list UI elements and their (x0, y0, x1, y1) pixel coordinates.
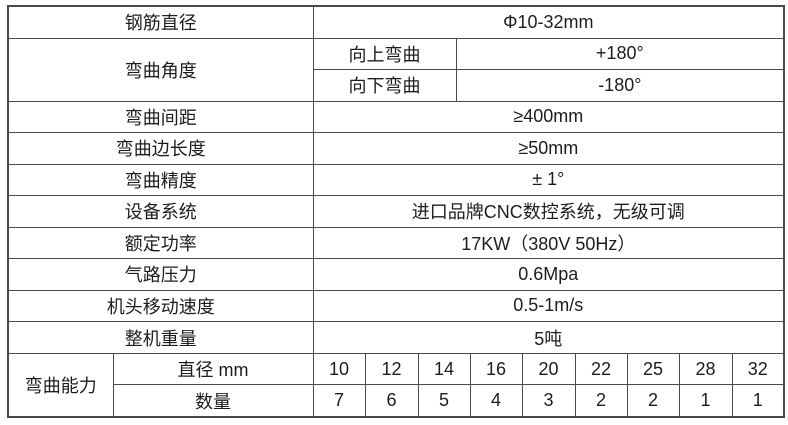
quantity-cell: 6 (364, 384, 419, 418)
row-label: 弯曲角度 (7, 37, 314, 102)
table-row-control-system: 设备系统 进口品牌CNC数控系统，无级可调 (7, 195, 785, 228)
row-value: 进口品牌CNC数控系统，无级可调 (312, 195, 785, 228)
quantity-cell: 5 (417, 384, 471, 418)
diameter-header: 直径 mm (112, 352, 314, 386)
row-label: 弯曲精度 (7, 163, 314, 197)
row-label: 钢筋直径 (7, 5, 314, 39)
row-label: 机头移动速度 (7, 289, 314, 323)
table-row-rated-power: 额定功率 17KW（380V 50Hz） (7, 226, 785, 260)
diameter-cell: 28 (678, 352, 733, 386)
table-row-bend-side-length: 弯曲边长度 ≥50mm (7, 132, 785, 165)
diameter-cell: 22 (574, 352, 628, 386)
row-value: -180° (455, 69, 785, 102)
quantity-cell: 2 (574, 384, 628, 418)
diameter-cell: 12 (364, 352, 419, 386)
diameter-cell: 14 (417, 352, 471, 386)
table-row-air-pressure: 气路压力 0.6Mpa (7, 258, 785, 291)
quantity-cell: 7 (312, 384, 366, 418)
diameter-cell: 20 (521, 352, 576, 386)
row-value: +180° (455, 37, 785, 71)
row-label: 气路压力 (7, 258, 314, 291)
table-row-bend-spacing: 弯曲间距 ≥400mm (7, 100, 785, 134)
diameter-cell: 10 (312, 352, 366, 386)
capacity-label: 弯曲能力 (7, 352, 114, 418)
table-row-bend-angle-down: 向下弯曲 -180° (8, 69, 785, 102)
row-label: 弯曲间距 (7, 100, 314, 134)
diameter-cell: 16 (469, 352, 523, 386)
row-value: 5吨 (312, 321, 785, 354)
row-label: 设备系统 (7, 195, 314, 228)
row-value: 0.5-1m/s (312, 289, 785, 323)
table-row-capacity-diameter: 弯曲能力 直径 mm 10 12 14 16 20 22 25 28 32 (7, 352, 785, 418)
row-value: ± 1° (312, 163, 785, 197)
table-row-capacity-quantity: 数量 7 6 5 4 3 2 2 1 1 (8, 384, 785, 418)
table-row-bend-precision: 弯曲精度 ± 1° (7, 163, 785, 197)
row-value: ≥400mm (312, 100, 785, 134)
quantity-cell: 1 (678, 384, 733, 418)
sub-label: 向下弯曲 (312, 69, 457, 102)
row-label: 整机重量 (7, 321, 314, 354)
table-row-machine-weight: 整机重量 5吨 (7, 321, 785, 354)
sub-label: 向上弯曲 (312, 37, 457, 71)
table-row-rebar-diameter: 钢筋直径 Φ10-32mm (7, 5, 785, 39)
spec-table: 钢筋直径 Φ10-32mm 弯曲角度 向上弯曲 +180° 向下弯曲 -180°… (7, 5, 786, 418)
quantity-cell: 1 (731, 384, 785, 418)
diameter-cell: 25 (626, 352, 680, 386)
row-value: 0.6Mpa (312, 258, 785, 291)
quantity-header: 数量 (112, 384, 314, 418)
quantity-cell: 4 (469, 384, 523, 418)
table-row-bend-angle-up: 弯曲角度 向上弯曲 +180° (7, 37, 785, 102)
quantity-cell: 3 (521, 384, 576, 418)
row-value: 17KW（380V 50Hz） (312, 226, 785, 260)
table-row-head-speed: 机头移动速度 0.5-1m/s (7, 289, 785, 323)
row-label: 弯曲边长度 (7, 132, 314, 165)
row-label: 额定功率 (7, 226, 314, 260)
diameter-cell: 32 (731, 352, 785, 386)
row-value: ≥50mm (312, 132, 785, 165)
quantity-cell: 2 (626, 384, 680, 418)
row-value: Φ10-32mm (312, 5, 785, 39)
